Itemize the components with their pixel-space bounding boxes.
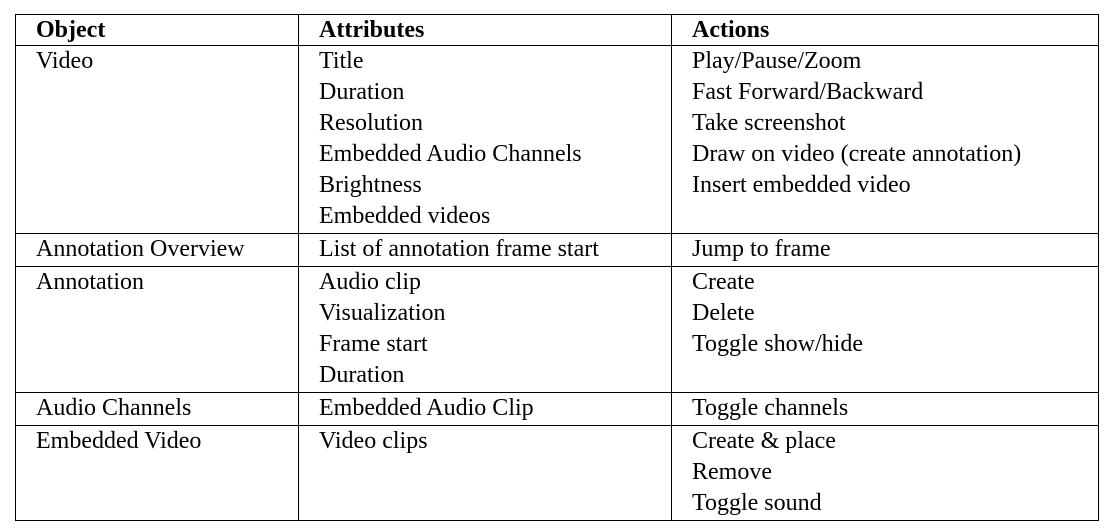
table-row: Embedded Video Video clips Create & place R… bbox=[15, 425, 1099, 521]
action-item: Create & place bbox=[692, 428, 836, 454]
object-cell: Audio Channels bbox=[15, 392, 299, 426]
attribute-item: Embedded Audio Clip bbox=[319, 395, 534, 421]
attribute-item: Video clips bbox=[319, 428, 428, 454]
header-object: Object bbox=[15, 14, 299, 46]
attribute-item: Visualization bbox=[319, 300, 446, 326]
attribute-item: Frame start bbox=[319, 331, 428, 357]
attributes-cell: Video clips bbox=[298, 425, 672, 521]
attributes-cell: List of annotation frame start bbox=[298, 233, 672, 267]
actions-cell: Create & place Remove Toggle sound bbox=[671, 425, 1099, 521]
attribute-item: List of annotation frame start bbox=[319, 236, 599, 262]
object-cell: Embedded Video bbox=[15, 425, 299, 521]
action-item: Play/Pause/Zoom bbox=[692, 48, 862, 74]
header-attributes: Attributes bbox=[298, 14, 672, 46]
table-header-row: Object Attributes Actions bbox=[15, 14, 1099, 46]
action-item: Jump to frame bbox=[692, 236, 831, 262]
attribute-item: Brightness bbox=[319, 172, 422, 198]
actions-cell: Toggle channels bbox=[671, 392, 1099, 426]
header-actions: Actions bbox=[671, 14, 1099, 46]
table-body: Video Title Duration Resolution Embedded Aud… bbox=[15, 45, 1099, 521]
object-cell: Annotation Overview bbox=[15, 233, 299, 267]
action-item: Create bbox=[692, 269, 755, 295]
object-cell: Video bbox=[15, 45, 299, 234]
table-row: Annotation Audio clip Visualization Frame s… bbox=[15, 266, 1099, 393]
action-item: Toggle show/hide bbox=[692, 331, 863, 357]
attributes-cell: Audio clip Visualization Frame start Durati… bbox=[298, 266, 672, 393]
actions-cell: Create Delete Toggle show/hide bbox=[671, 266, 1099, 393]
action-item: Delete bbox=[692, 300, 755, 326]
table-row: Annotation Overview List of annotation fr… bbox=[15, 233, 1099, 267]
attribute-item: Resolution bbox=[319, 110, 424, 136]
actions-cell: Jump to frame bbox=[671, 233, 1099, 267]
action-item: Remove bbox=[692, 459, 772, 485]
attribute-item: Title bbox=[319, 48, 364, 74]
object-cell: Annotation bbox=[15, 266, 299, 393]
object-attributes-actions-table-container: Object Attributes Actions Video Title Dura… bbox=[15, 14, 1099, 521]
actions-cell: Play/Pause/Zoom Fast Forward/Backward Take… bbox=[671, 45, 1099, 234]
action-item: Take screenshot bbox=[692, 110, 846, 136]
attribute-item: Duration bbox=[319, 362, 405, 388]
attribute-item: Embedded Audio Channels bbox=[319, 141, 582, 167]
action-item: Toggle channels bbox=[692, 395, 849, 421]
attribute-item: Duration bbox=[319, 79, 405, 105]
attributes-cell: Title Duration Resolution Embedded Audio Ch… bbox=[298, 45, 672, 234]
action-item: Fast Forward/Backward bbox=[692, 79, 924, 105]
attribute-item: Embedded videos bbox=[319, 203, 491, 229]
attributes-cell: Embedded Audio Clip bbox=[298, 392, 672, 426]
action-item: Draw on video (create annotation) bbox=[692, 141, 1022, 167]
attribute-item: Audio clip bbox=[319, 269, 421, 295]
action-item: Insert embedded video bbox=[692, 172, 911, 198]
table-row: Video Title Duration Resolution Embedded Aud… bbox=[15, 45, 1099, 234]
table-row: Audio Channels Embedded Audio Clip Toggle … bbox=[15, 392, 1099, 426]
object-attributes-actions-table: Object Attributes Actions Video Title Dura… bbox=[15, 14, 1099, 521]
action-item: Toggle sound bbox=[692, 490, 822, 516]
